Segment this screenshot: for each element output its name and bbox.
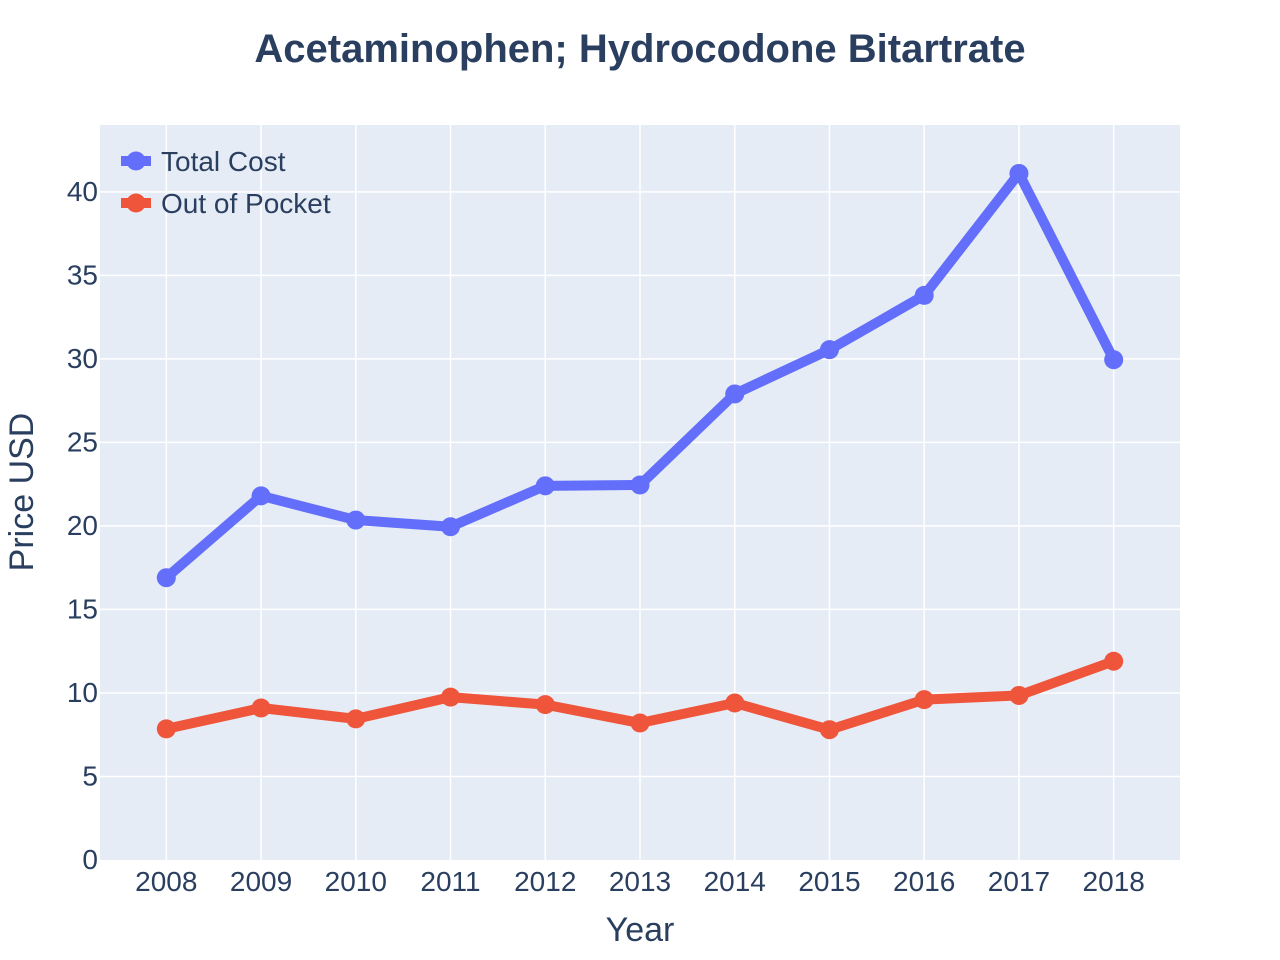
x-tick-label: 2012 [514, 866, 576, 897]
data-point[interactable] [1104, 350, 1124, 370]
legend-item[interactable]: Out of Pocket [121, 188, 331, 219]
series-out-of-pocket [156, 651, 1124, 740]
x-tick-label: 2016 [893, 866, 955, 897]
data-point[interactable] [251, 486, 271, 506]
y-tick-label: 10 [67, 677, 98, 708]
data-point[interactable] [251, 698, 271, 718]
x-tick-label: 2009 [230, 866, 292, 897]
data-point[interactable] [156, 719, 176, 739]
data-point[interactable] [630, 475, 650, 495]
data-point[interactable] [725, 693, 745, 713]
x-tick-label: 2015 [798, 866, 860, 897]
x-axis-title: Year [606, 911, 675, 949]
x-tick-label: 2010 [325, 866, 387, 897]
series-total-cost [156, 163, 1124, 588]
series-group [156, 163, 1124, 740]
data-point[interactable] [1104, 651, 1124, 671]
data-point[interactable] [1009, 163, 1029, 183]
y-tick-label: 40 [67, 176, 98, 207]
legend-label: Out of Pocket [161, 188, 331, 219]
data-point[interactable] [535, 695, 555, 715]
data-point[interactable] [441, 517, 461, 537]
y-tick-label: 0 [82, 844, 98, 875]
data-point[interactable] [346, 709, 366, 729]
y-axis-title: Price USD [3, 413, 41, 572]
legend-marker-swatch [126, 151, 146, 171]
x-tick-label: 2011 [420, 866, 480, 897]
chart-title: Acetaminophen; Hydrocodone Bitartrate [254, 27, 1025, 71]
data-point[interactable] [819, 340, 839, 360]
x-tick-label: 2014 [704, 866, 766, 897]
x-tick-label: 2008 [135, 866, 197, 897]
data-point[interactable] [819, 720, 839, 740]
data-point[interactable] [346, 510, 366, 530]
y-tick-label: 5 [82, 760, 98, 791]
y-tick-label: 15 [67, 593, 98, 624]
data-point[interactable] [914, 285, 934, 305]
y-tick-label: 35 [67, 259, 98, 290]
x-tick-label: 2018 [1083, 866, 1145, 897]
x-tick-label: 2013 [609, 866, 671, 897]
y-tick-label: 20 [67, 510, 98, 541]
legend-item[interactable]: Total Cost [121, 146, 286, 177]
x-axis-ticks: 2008 2009 2010 2011 2012 2013 2014 2015 2016 2017… [135, 866, 1145, 897]
x-tick-label: 2017 [988, 866, 1050, 897]
y-tick-label: 25 [67, 426, 98, 457]
data-point[interactable] [1009, 685, 1029, 705]
data-point[interactable] [914, 690, 934, 710]
data-point[interactable] [630, 713, 650, 733]
legend-marker-swatch [126, 193, 146, 213]
data-point[interactable] [156, 568, 176, 588]
legend[interactable]: Total Cost Out of Pocket [121, 146, 331, 219]
data-point[interactable] [535, 476, 555, 496]
y-tick-label: 30 [67, 343, 98, 374]
legend-label: Total Cost [161, 146, 286, 177]
y-axis-ticks: 0 5 10 15 20 25 30 35 40 [67, 176, 98, 875]
data-point[interactable] [441, 687, 461, 707]
data-point[interactable] [725, 384, 745, 404]
